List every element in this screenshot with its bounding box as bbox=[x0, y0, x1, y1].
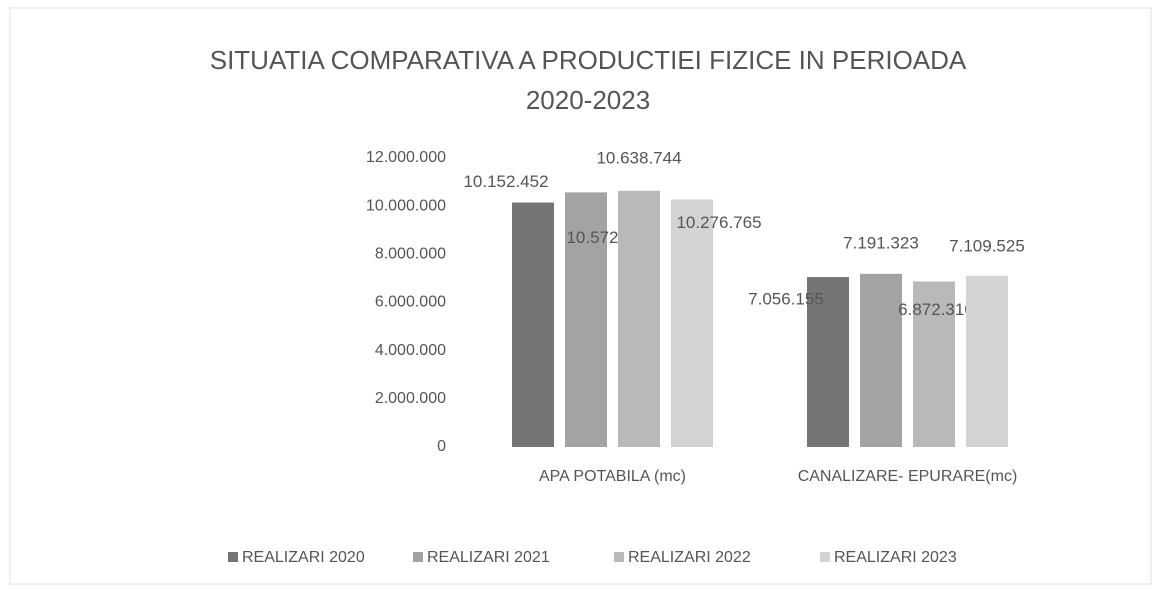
bar bbox=[966, 275, 1008, 447]
bar bbox=[860, 273, 902, 447]
legend-label: REALIZARI 2020 bbox=[242, 549, 365, 566]
legend-label: REALIZARI 2021 bbox=[427, 549, 550, 566]
legend-swatch bbox=[413, 552, 423, 562]
legend-swatch bbox=[228, 552, 238, 562]
data-label: 7.191.323 bbox=[843, 233, 919, 252]
y-tick-label: 12.000.000 bbox=[366, 149, 446, 166]
y-tick-label: 6.000.000 bbox=[375, 294, 446, 311]
legend-swatch bbox=[820, 552, 830, 562]
data-label: 10.276.765 bbox=[676, 213, 761, 232]
bar bbox=[618, 190, 660, 448]
y-tick-label: 4.000.000 bbox=[375, 342, 446, 359]
legend-swatch bbox=[614, 552, 624, 562]
y-tick-label: 8.000.000 bbox=[375, 246, 446, 263]
bar bbox=[807, 277, 849, 447]
legend-label: REALIZARI 2023 bbox=[834, 549, 957, 566]
data-label: 7.056.155 bbox=[748, 290, 824, 309]
data-label: 10.638.744 bbox=[596, 148, 681, 167]
data-label: 10.152.452 bbox=[463, 172, 548, 191]
y-tick-label: 10.000.000 bbox=[366, 197, 446, 214]
data-label: 6.872.310 bbox=[898, 300, 974, 319]
data-label: 7.109.525 bbox=[949, 236, 1025, 255]
legend-label: REALIZARI 2022 bbox=[628, 549, 751, 566]
bar bbox=[913, 281, 955, 447]
bar bbox=[565, 192, 607, 447]
bar bbox=[512, 202, 554, 447]
x-tick-label: APA POTABILA (mc) bbox=[539, 468, 686, 485]
x-tick-label: CANALIZARE- EPURARE(mc) bbox=[798, 468, 1018, 485]
y-tick-label: 0 bbox=[437, 438, 446, 455]
bar bbox=[671, 199, 713, 447]
y-tick-label: 2.000.000 bbox=[375, 390, 446, 407]
chart-title: SITUATIA COMPARATIVA A PRODUCTIEI FIZICE… bbox=[210, 45, 967, 115]
